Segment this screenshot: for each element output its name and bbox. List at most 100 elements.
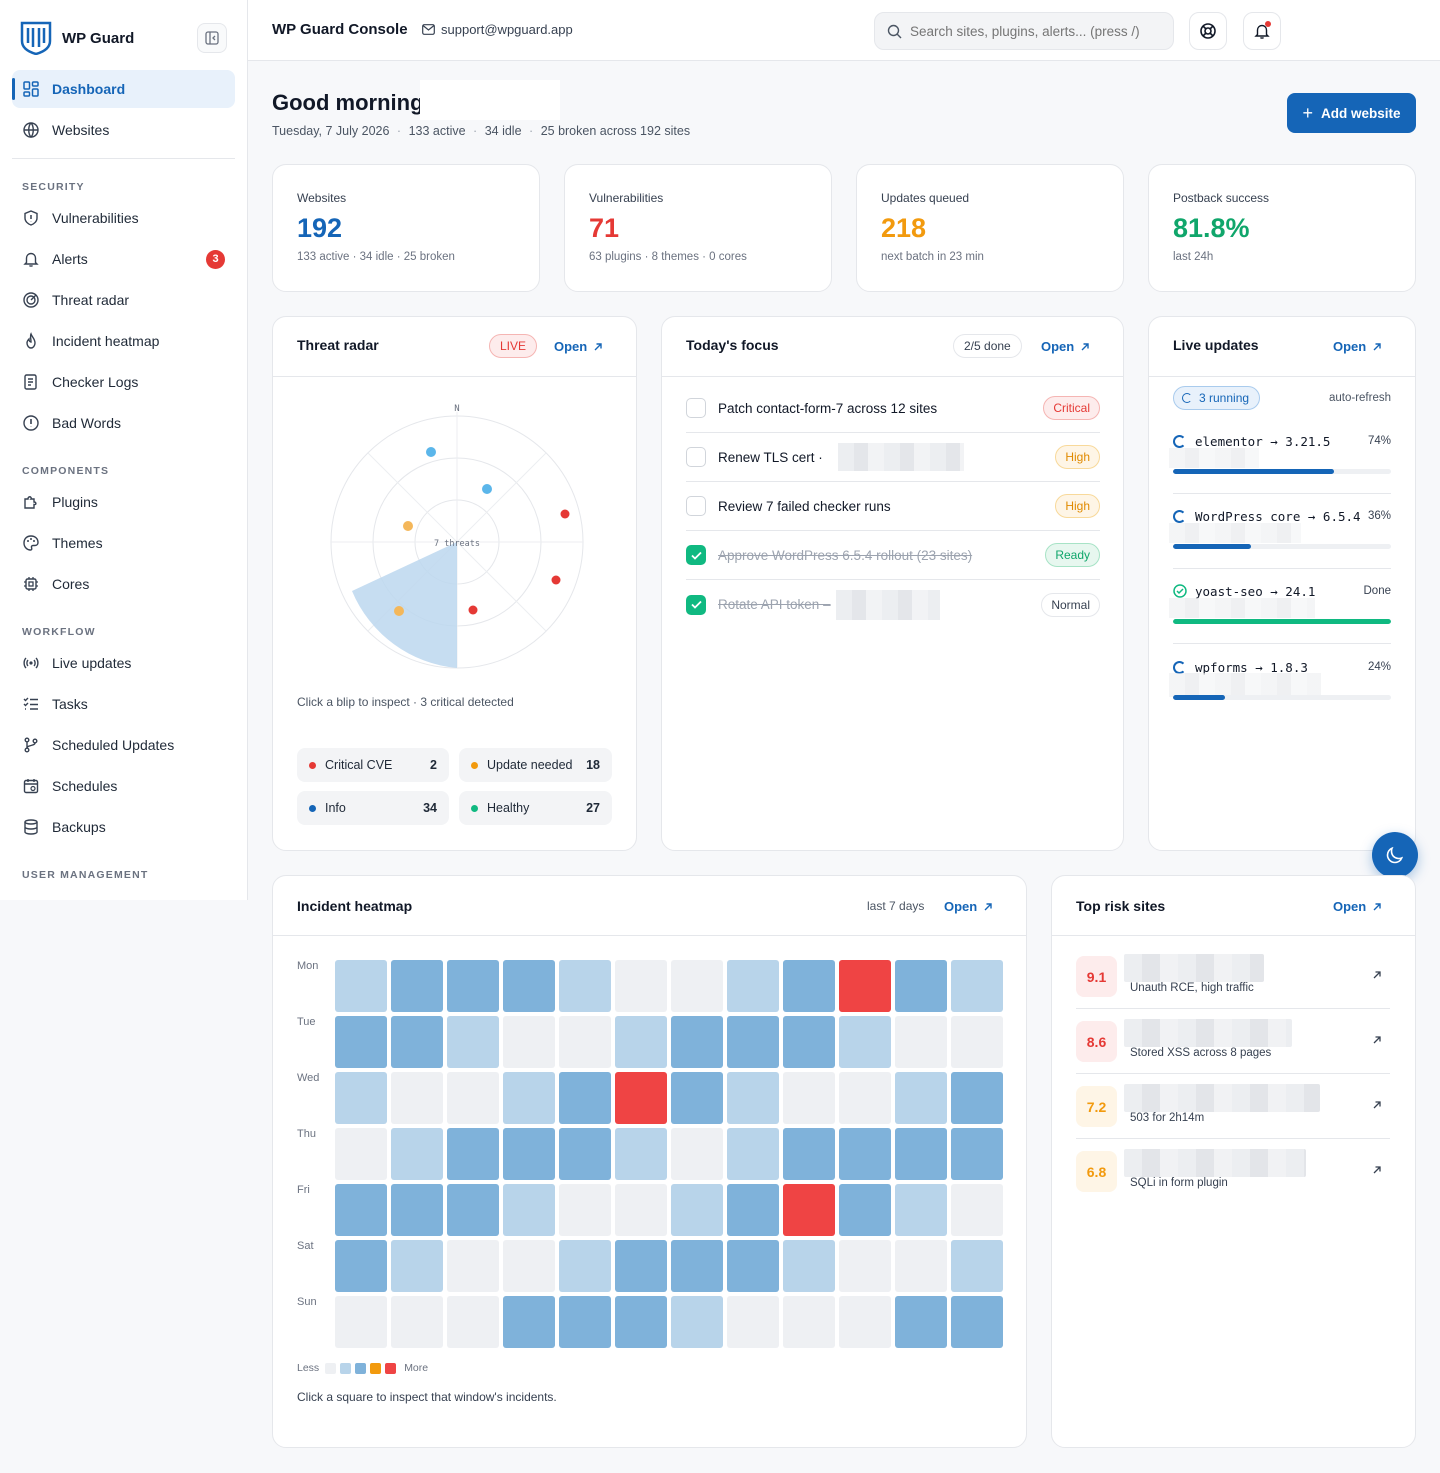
heatmap-cell[interactable] [727,1184,779,1236]
heatmap-cell[interactable] [503,1296,555,1348]
heatmap-cell[interactable] [783,1296,835,1348]
focus-task[interactable]: Patch contact-form-7 across 12 sites Cri… [686,384,1100,433]
top-risk-open-link[interactable]: Open [1333,899,1382,914]
heatmap-cell[interactable] [447,1296,499,1348]
heatmap-cell[interactable] [615,1184,667,1236]
heatmap-cell[interactable] [503,1072,555,1124]
heatmap-cell[interactable] [783,1072,835,1124]
heatmap-cell[interactable] [895,1296,947,1348]
heatmap-cell[interactable] [447,1128,499,1180]
heatmap-cell[interactable] [839,1128,891,1180]
heatmap-cell[interactable] [391,1072,443,1124]
theme-toggle-button[interactable] [1372,832,1418,878]
heatmap-cell[interactable] [951,960,1003,1012]
heatmap-cell[interactable] [447,1240,499,1292]
search-box[interactable] [874,12,1174,50]
heatmap-cell[interactable] [783,1128,835,1180]
update-item[interactable]: elementor → 3.21.5 74% [1169,434,1391,484]
heatmap-cell[interactable] [559,1240,611,1292]
heatmap-cell[interactable] [559,960,611,1012]
heatmap-cell[interactable] [895,1016,947,1068]
heatmap-cell[interactable] [391,1296,443,1348]
heatmap-cell[interactable] [951,1072,1003,1124]
heatmap-cell[interactable] [503,960,555,1012]
heatmap-cell[interactable] [783,1184,835,1236]
sidebar-item-backups[interactable]: Backups [12,808,235,846]
stat-card-vulnerabilities[interactable]: Vulnerabilities 71 63 plugins · 8 themes… [564,164,832,292]
heatmap-cell[interactable] [447,1016,499,1068]
heatmap-cell[interactable] [951,1240,1003,1292]
heatmap-cell[interactable] [783,1240,835,1292]
heatmap-cell[interactable] [559,1016,611,1068]
task-checkbox[interactable] [686,398,706,418]
focus-task[interactable]: Approve WordPress 6.5.4 rollout (23 site… [686,531,1100,580]
heatmap-cell[interactable] [671,1296,723,1348]
heatmap-cell[interactable] [559,1072,611,1124]
heatmap-cell[interactable] [671,1128,723,1180]
sidebar-item-websites[interactable]: Websites [12,111,235,149]
heatmap-cell[interactable] [839,1016,891,1068]
task-checkbox-checked[interactable] [686,545,706,565]
help-button[interactable] [1189,12,1227,50]
heatmap-cell[interactable] [951,1016,1003,1068]
update-item[interactable]: WordPress core → 6.5.4 36% [1169,509,1391,559]
heatmap-cell[interactable] [335,1240,387,1292]
heatmap-cell[interactable] [839,1072,891,1124]
heatmap-cell[interactable] [559,1184,611,1236]
stat-card-updates-queued[interactable]: Updates queued 218 next batch in 23 min [856,164,1124,292]
heatmap-cell[interactable] [335,1072,387,1124]
heatmap-cell[interactable] [559,1296,611,1348]
heatmap-cell[interactable] [503,1016,555,1068]
threat-blip[interactable] [482,484,492,494]
threat-blip[interactable] [426,447,436,457]
threat-blip[interactable] [551,575,561,585]
threat-blip[interactable] [560,509,570,519]
sidebar-item-tasks[interactable]: Tasks [12,685,235,723]
heatmap-cell[interactable] [391,960,443,1012]
sidebar-item-vulnerabilities[interactable]: Vulnerabilities [12,199,235,237]
search-input[interactable] [910,23,1160,39]
task-checkbox[interactable] [686,496,706,516]
sidebar-item-scheduled-updates[interactable]: Scheduled Updates [12,726,235,764]
brand[interactable]: WP Guard [20,20,134,56]
sidebar-item-bad-words[interactable]: Bad Words [12,404,235,442]
sidebar-item-plugins[interactable]: Plugins [12,483,235,521]
threat-radar-chart[interactable]: N 7 threats [297,395,615,695]
threat-radar-open-link[interactable]: Open [554,339,603,354]
focus-task[interactable]: Renew TLS cert · High [686,433,1100,482]
heatmap-cell[interactable] [783,1016,835,1068]
heatmap-cell[interactable] [447,1072,499,1124]
heatmap-cell[interactable] [335,1128,387,1180]
heatmap-cell[interactable] [615,1240,667,1292]
heatmap-cell[interactable] [335,960,387,1012]
sidebar-item-schedules[interactable]: Schedules [12,767,235,805]
heatmap-cell[interactable] [335,1296,387,1348]
heatmap-cell[interactable] [447,960,499,1012]
heatmap-cell[interactable] [895,1128,947,1180]
heatmap-cell[interactable] [727,1016,779,1068]
heatmap-cell[interactable] [671,1240,723,1292]
legend-update-needed[interactable]: Update needed 18 [459,748,612,782]
legend-info[interactable]: Info 34 [297,791,449,825]
heatmap-cell[interactable] [391,1240,443,1292]
task-checkbox[interactable] [686,447,706,467]
sidebar-item-checker-logs[interactable]: Checker Logs [12,363,235,401]
risk-site-row[interactable]: 9.1 Unauth RCE, high traffic [1076,944,1390,1009]
heatmap-cell[interactable] [727,960,779,1012]
stat-card-postback-success[interactable]: Postback success 81.8% last 24h [1148,164,1416,292]
heatmap-cell[interactable] [671,1072,723,1124]
heatmap-cell[interactable] [783,960,835,1012]
sidebar-item-incident-heatmap[interactable]: Incident heatmap [12,322,235,360]
heatmap-cell[interactable] [615,1072,667,1124]
sidebar-item-threat-radar[interactable]: Threat radar [12,281,235,319]
legend-healthy[interactable]: Healthy 27 [459,791,612,825]
heatmap-cell[interactable] [671,960,723,1012]
collapse-sidebar-button[interactable] [197,23,227,53]
heatmap-cell[interactable] [727,1072,779,1124]
heatmap-cell[interactable] [951,1128,1003,1180]
heatmap-cell[interactable] [391,1128,443,1180]
heatmap-cell[interactable] [895,1072,947,1124]
sidebar-item-dashboard[interactable]: Dashboard [12,70,235,108]
support-email-link[interactable]: support@wpguard.app [422,22,573,37]
heatmap-cell[interactable] [503,1184,555,1236]
